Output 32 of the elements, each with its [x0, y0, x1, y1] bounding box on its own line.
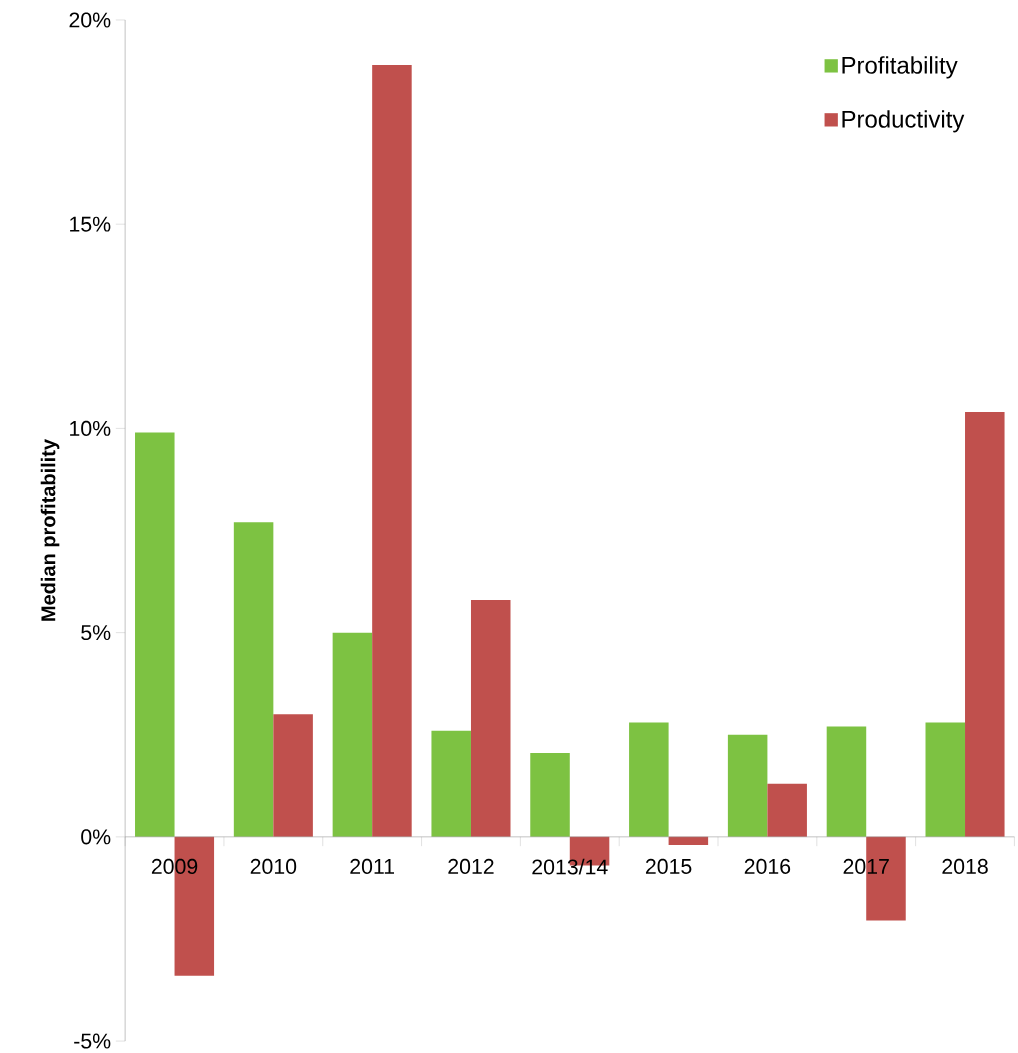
y-tick-label: 20% — [69, 12, 111, 28]
bar — [332, 632, 372, 837]
bar — [371, 64, 412, 837]
bar — [964, 412, 1005, 837]
y-tick-label: 0% — [80, 829, 111, 845]
x-tick-label: 2013/14 — [532, 858, 608, 875]
bar — [668, 836, 708, 846]
bar — [530, 753, 570, 837]
y-tick-label: 15% — [69, 216, 111, 232]
y-tick-label: -5% — [73, 1033, 111, 1049]
bar — [431, 730, 471, 837]
bar — [826, 726, 867, 837]
bar — [134, 432, 175, 837]
x-tick-label: 2015 — [645, 858, 692, 874]
legend-label: Productivity — [842, 110, 965, 133]
bar — [470, 599, 511, 837]
bar — [767, 783, 807, 837]
bar — [233, 522, 274, 837]
y-tick-label: 5% — [80, 625, 111, 641]
legend-label: Profitability — [842, 56, 958, 79]
y-axis-title: Median profitability — [40, 439, 60, 621]
x-tick-label: 2011 — [350, 858, 394, 874]
x-tick-label: 2018 — [942, 858, 988, 874]
x-tick-label: 2016 — [744, 858, 790, 874]
bar — [925, 722, 965, 837]
bar — [727, 734, 768, 837]
x-tick-label: 2010 — [250, 858, 296, 874]
x-tick-label: 2017 — [843, 858, 889, 874]
y-tick-label: 10% — [69, 420, 111, 436]
bar — [628, 722, 669, 837]
x-tick-label: 2012 — [448, 858, 494, 874]
bar — [273, 714, 313, 837]
